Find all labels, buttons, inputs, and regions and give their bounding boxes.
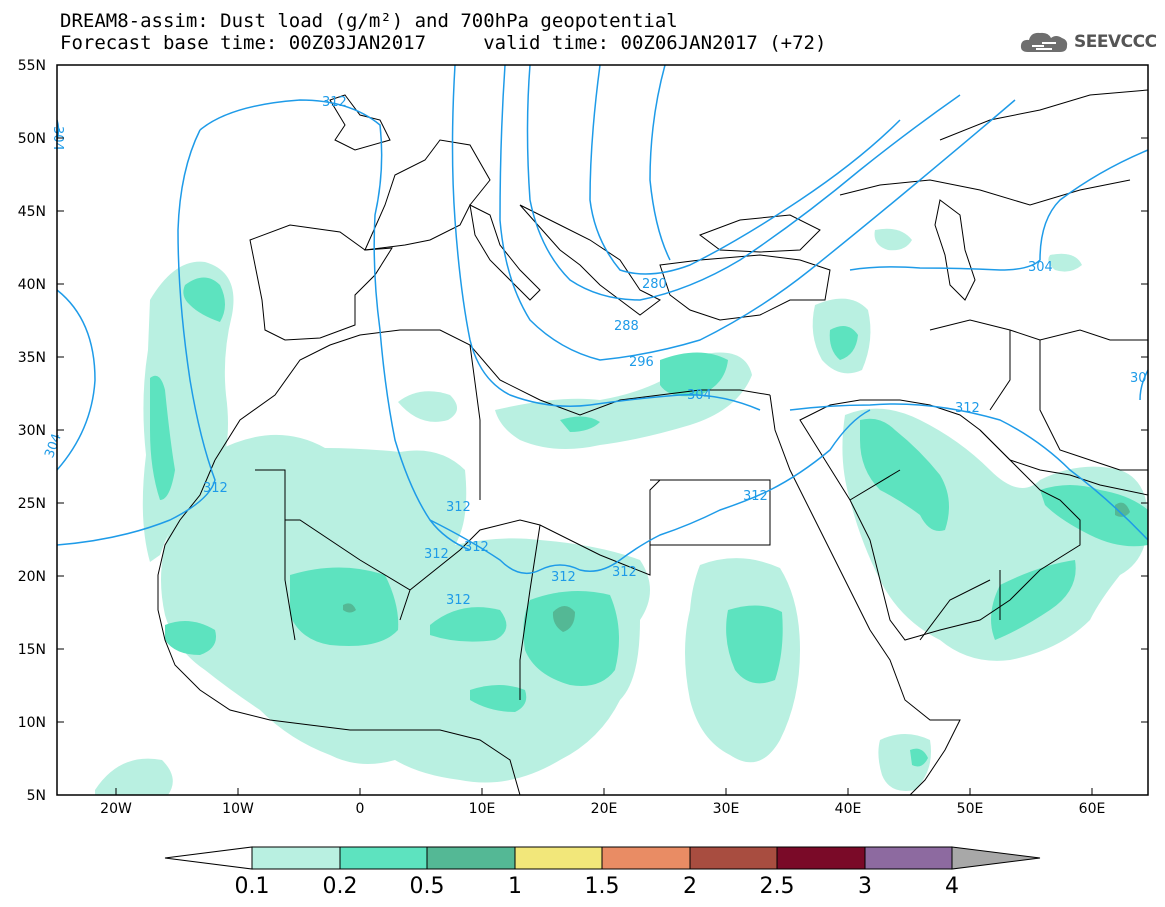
contour-label: 30 (1130, 371, 1147, 386)
lat-label: 50N (18, 131, 46, 147)
longitude-labels: 20W 10W 0 10E 20E 30E 40E 50E 60E (100, 801, 1105, 817)
dust-light-regions (95, 228, 1148, 795)
colorbar (164, 846, 1041, 870)
lon-label: 0 (356, 801, 365, 817)
lat-label: 20N (18, 569, 46, 585)
contour-label: 280 (642, 277, 667, 292)
contour-label: 312 (424, 547, 449, 562)
map-title: DREAM8-assim: Dust load (g/m²) and 700hP… (60, 10, 678, 32)
latitude-labels: 55N 50N 45N 40N 35N 30N 25N 20N 15N 10N … (18, 58, 46, 804)
colorbar-label: 0.5 (410, 874, 445, 899)
contour-label: 312 (612, 565, 637, 580)
contour-label: 296 (629, 355, 654, 370)
colorbar-bin (514, 846, 603, 870)
lat-label: 25N (18, 496, 46, 512)
lat-label: 40N (18, 277, 46, 293)
contour-label: 288 (614, 319, 639, 334)
contour-label: 304 (687, 388, 712, 403)
colorbar-label: 2.5 (760, 874, 795, 899)
colorbar-bin (601, 846, 691, 870)
cloud-icon (1020, 32, 1068, 52)
contour-label: 304 (1028, 260, 1053, 275)
colorbar-over-arrow (951, 846, 1041, 870)
colorbar-label: 1 (508, 874, 522, 899)
geopotential-contours (57, 65, 1148, 575)
colorbar-bin (426, 846, 516, 870)
colorbar-bin (251, 846, 341, 870)
colorbar-label: 2 (683, 874, 697, 899)
lat-label: 5N (27, 788, 46, 804)
contour-label: 312 (446, 593, 471, 608)
lon-label: 40E (835, 801, 862, 817)
logo-text: SEEVCCC (1074, 32, 1157, 52)
contour-label: 312 (446, 500, 471, 515)
lon-label: 60E (1079, 801, 1106, 817)
lat-label: 55N (18, 58, 46, 74)
contour-label: 312 (322, 95, 347, 110)
contour-label: 312 (551, 570, 576, 585)
dust-heavy-regions (343, 502, 1130, 632)
lat-label: 10N (18, 715, 46, 731)
colorbar-label: 3 (858, 874, 872, 899)
latitude-ticks (57, 137, 1148, 795)
colorbar-bin (776, 846, 866, 870)
lon-label: 30E (713, 801, 740, 817)
map-subtitle: Forecast base time: 00Z03JAN2017 valid t… (60, 32, 827, 54)
lat-label: 35N (18, 350, 46, 366)
contour-label: 312 (955, 401, 980, 416)
contour-label: 312 (203, 481, 228, 496)
dust-field (95, 228, 1148, 795)
coastlines-borders (157, 89, 1148, 795)
lat-label: 15N (18, 642, 46, 658)
colorbar-labels: 0.1 0.2 0.5 1 1.5 2 2.5 3 4 (235, 874, 960, 899)
contour-label: 312 (743, 489, 768, 504)
lat-label: 45N (18, 204, 46, 220)
lon-label: 50E (957, 801, 984, 817)
lon-label: 20E (591, 801, 618, 817)
colorbar-under-arrow (164, 846, 253, 870)
lon-label: 20W (100, 801, 132, 817)
dust-medium-regions (150, 277, 1148, 767)
colorbar-label: 0.1 (235, 874, 270, 899)
colorbar-bin (864, 846, 953, 870)
seevccc-logo: SEEVCCC (1018, 27, 1157, 57)
lat-label: 30N (18, 423, 46, 439)
lon-label: 10E (469, 801, 496, 817)
colorbar-label: 0.2 (323, 874, 358, 899)
colorbar-label: 1.5 (585, 874, 620, 899)
lon-label: 10W (222, 801, 254, 817)
colorbar-bin (339, 846, 428, 870)
colorbar-label: 4 (945, 874, 959, 899)
contour-label: 312 (464, 540, 489, 555)
colorbar-bin (689, 846, 778, 870)
